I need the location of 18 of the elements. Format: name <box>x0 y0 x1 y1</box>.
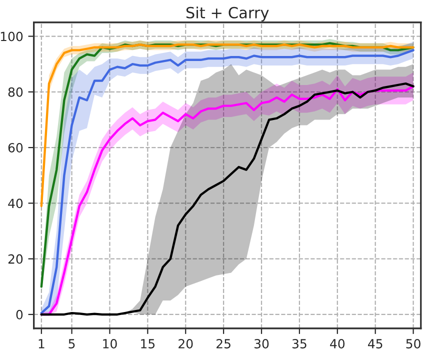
y-tick-label: 80 <box>8 87 23 97</box>
x-tick-label: 10 <box>103 339 117 348</box>
x-tick-label: 15 <box>141 339 155 348</box>
x-tick-label: 50 <box>406 339 420 348</box>
x-tick-label: 5 <box>68 339 75 348</box>
x-tick-label: 40 <box>330 339 345 348</box>
chart-title: Sit + Carry <box>186 6 269 22</box>
x-tick-label: 25 <box>216 339 230 348</box>
x-tick-label: 35 <box>292 339 306 348</box>
x-tick-label: 1 <box>38 339 44 348</box>
y-tick-label: 0 <box>16 310 23 320</box>
y-tick-label: 20 <box>8 254 23 264</box>
y-tick-label: 40 <box>8 198 23 208</box>
y-tick-label: 100 <box>0 32 23 42</box>
x-tick-label: 20 <box>178 339 193 348</box>
y-tick-label: 60 <box>8 143 23 152</box>
x-tick-label: 45 <box>368 339 382 348</box>
x-tick-label: 30 <box>254 339 269 348</box>
